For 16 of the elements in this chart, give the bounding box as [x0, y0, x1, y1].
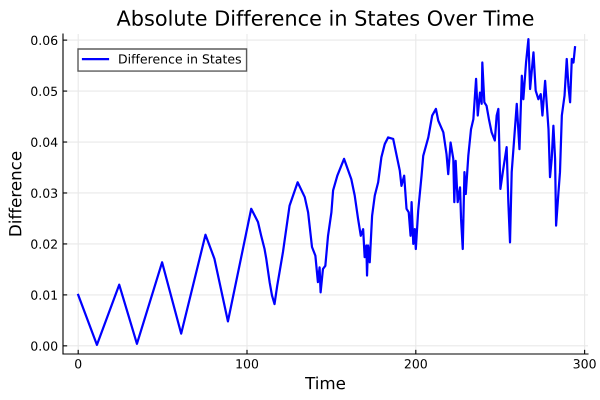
- x-tick-label: 200: [404, 359, 427, 369]
- chart-title: Absolute Difference in States Over Time: [116, 10, 534, 26]
- legend-label: Difference in States: [119, 54, 241, 64]
- y-tick-label: 0.05: [31, 86, 58, 96]
- y-tick-label: 0.04: [31, 137, 58, 147]
- y-tick-label: 0.01: [31, 290, 57, 300]
- x-tick-label: 100: [236, 359, 258, 369]
- line-series: [77, 38, 576, 346]
- y-tick-label: 0.03: [31, 188, 58, 198]
- x-tick-label: 300: [574, 359, 596, 369]
- y-tick-label: 0.02: [31, 239, 57, 249]
- y-axis-title: Difference: [8, 152, 22, 236]
- y-tick-label: 0.06: [31, 36, 58, 46]
- y-tick-label: 0.00: [31, 341, 58, 351]
- x-axis-title: Time: [305, 376, 346, 390]
- x-tick-label: 0: [75, 359, 82, 369]
